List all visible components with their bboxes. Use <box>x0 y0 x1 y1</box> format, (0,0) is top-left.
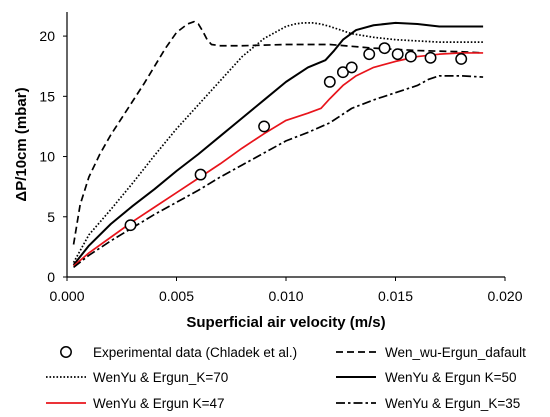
data-point <box>391 48 404 61</box>
legend-label: WenYu & Ergun K=50 <box>385 370 516 385</box>
data-point <box>323 75 336 88</box>
y-tick-label: 10 <box>39 149 55 165</box>
series-line-wen-wu-ergun-dafault <box>72 20 484 245</box>
legend-label: Experimental data (Chladek et al.) <box>93 345 297 360</box>
data-point <box>363 48 376 61</box>
series-layer <box>72 20 484 269</box>
series-line-wenyu-ergun-k-35 <box>73 74 484 269</box>
x-tick-label: 0.015 <box>378 288 413 304</box>
legend: Experimental data (Chladek et al.) Wen_wu… <box>46 345 526 411</box>
legend-item-wenyu-ergun-k-35: WenYu & Ergun_K=35 <box>336 396 520 411</box>
legend-item-wen-wu-ergun-dafault: Wen_wu-Ergun_dafault <box>336 345 526 360</box>
x-tick-label: 0.010 <box>268 288 303 304</box>
data-point <box>124 219 137 232</box>
data-point <box>378 42 391 55</box>
legend-label: WenYu & Ergun_K=35 <box>385 396 520 411</box>
x-tick-label: 0.000 <box>49 288 84 304</box>
data-point <box>345 61 358 74</box>
series-line-wenyu-ergun-k-50 <box>72 21 484 266</box>
legend-item-wenyu-ergun-k-47: WenYu & Ergun K=47 <box>46 396 224 411</box>
data-point <box>194 168 207 181</box>
y-tick-label: 5 <box>47 209 55 225</box>
axes: 0.000 0.005 0.010 0.015 0.020 0 5 10 15 20 <box>39 12 523 304</box>
y-tick-label: 15 <box>39 88 55 104</box>
y-tick-label: 0 <box>47 269 55 285</box>
series-line-wenyu-ergun-k-70 <box>72 21 484 263</box>
data-point <box>404 50 417 63</box>
x-tick-label: 0.020 <box>487 288 522 304</box>
series-line-wenyu-ergun-k-47 <box>73 52 484 267</box>
legend-item-experimental-data-chladek-et-al: Experimental data (Chladek et al.) <box>60 345 297 360</box>
legend-label: WenYu & Ergun_K=70 <box>93 370 228 385</box>
legend-label: Wen_wu-Ergun_dafault <box>385 345 526 360</box>
y-tick-label: 20 <box>39 28 55 44</box>
data-point <box>336 66 349 79</box>
legend-item-wenyu-ergun-k-70: WenYu & Ergun_K=70 <box>46 370 228 385</box>
legend-label: WenYu & Ergun K=47 <box>93 396 224 411</box>
data-point <box>455 53 468 65</box>
legend-marker <box>60 346 72 358</box>
data-point <box>258 120 271 133</box>
legend-item-wenyu-ergun-k-50: WenYu & Ergun K=50 <box>336 370 516 385</box>
y-axis-title: ΔP/10cm (mbar) <box>13 87 30 201</box>
x-tick-label: 0.005 <box>159 288 194 304</box>
x-axis-title: Superficial air velocity (m/s) <box>186 314 385 331</box>
data-point <box>424 51 437 64</box>
